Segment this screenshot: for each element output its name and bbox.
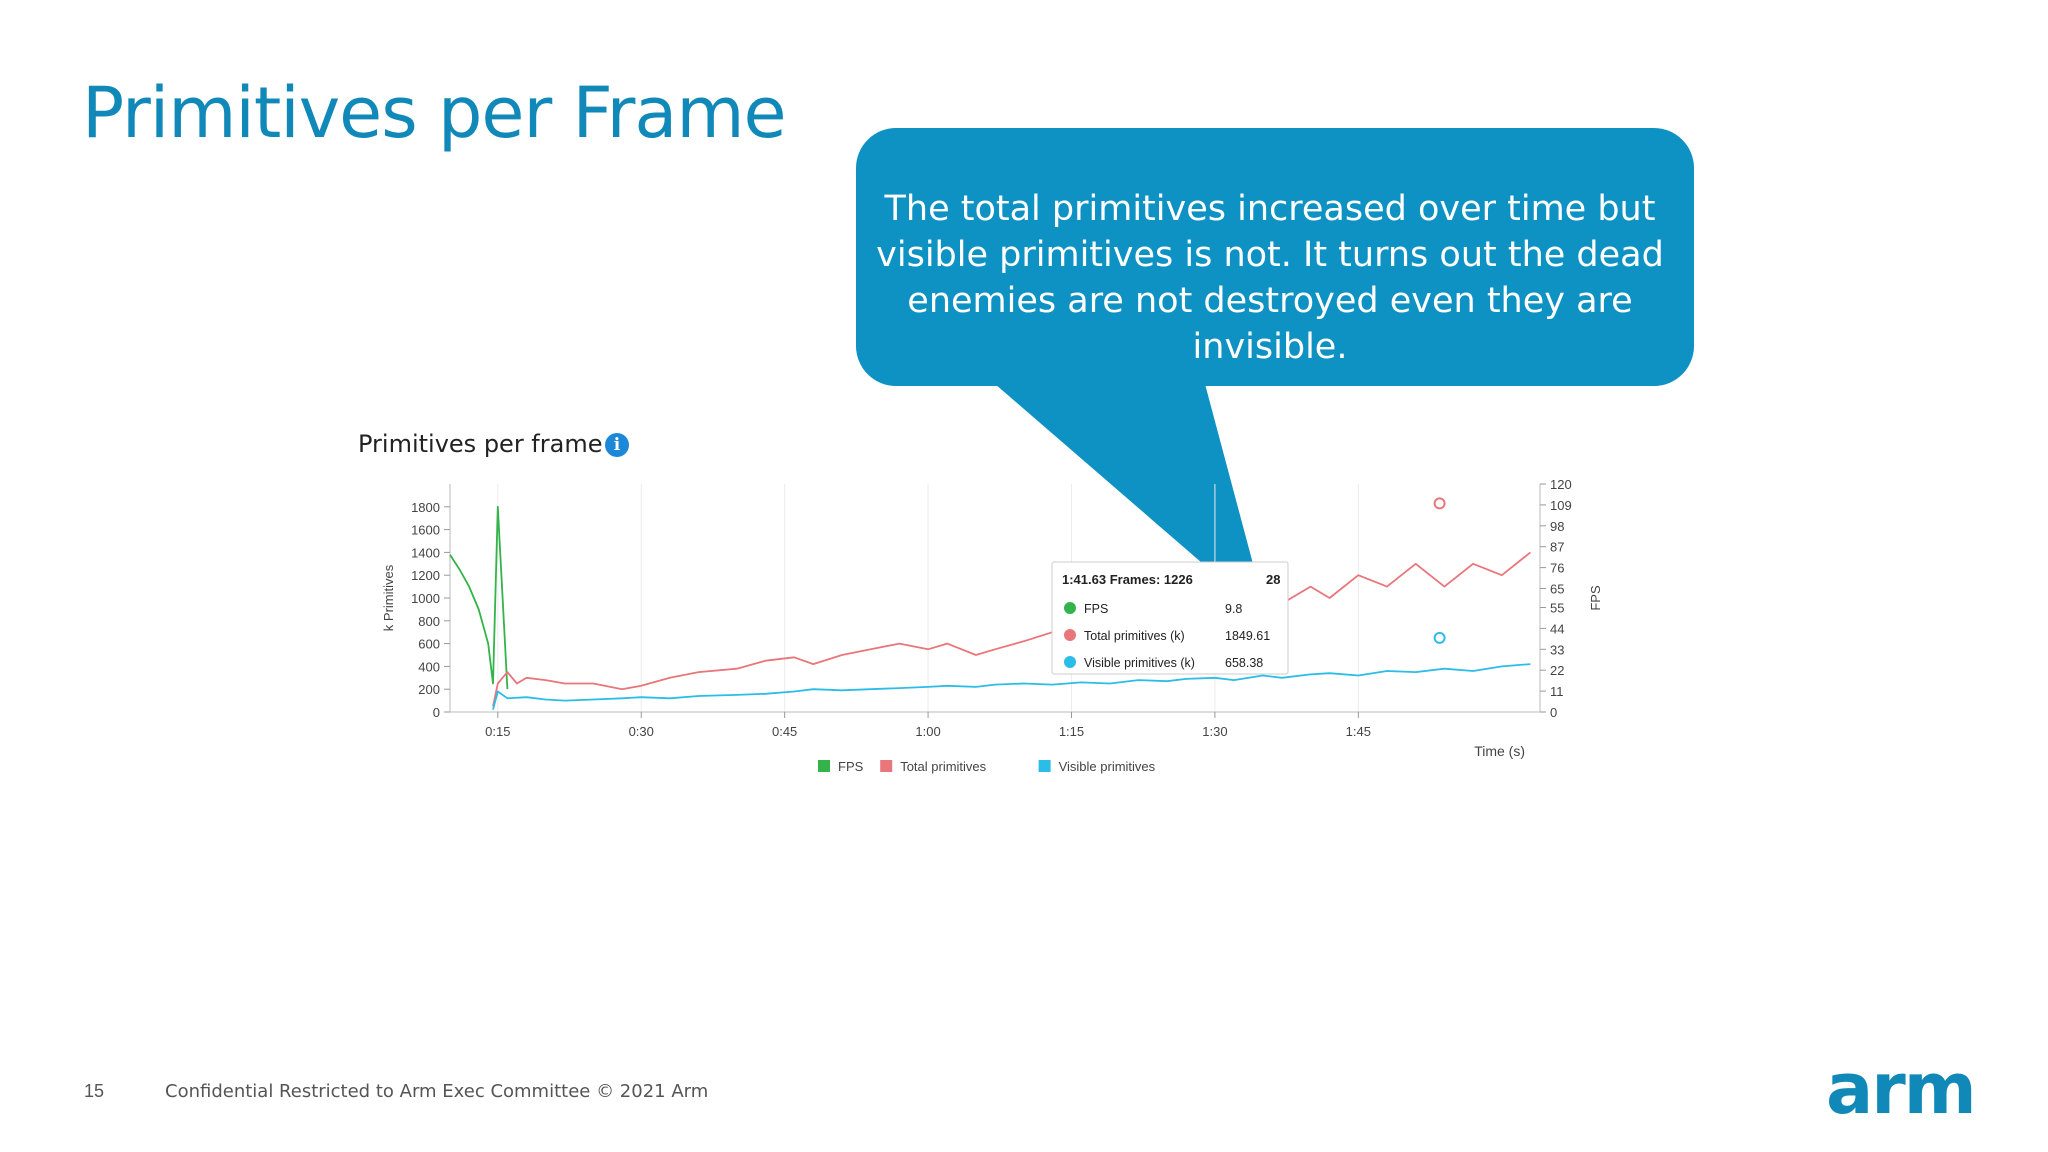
y-tick-label: 1400 bbox=[411, 545, 440, 560]
x-tick-label: 1:30 bbox=[1202, 724, 1227, 739]
tooltip-label: Visible primitives (k) bbox=[1084, 656, 1195, 670]
chart-axes: 0 200 400 600 800 1000 1200 1400 1600 1800 0 11 22 33… bbox=[381, 477, 1603, 759]
series-line-visible-primitives bbox=[492, 663, 1531, 710]
legend-swatch bbox=[1038, 760, 1051, 772]
y2-axis-label: FPS bbox=[1588, 585, 1603, 611]
tooltip-header: 1:41.63 Frames: 1226 bbox=[1062, 572, 1193, 587]
x-axis-label: Time (s) bbox=[1474, 743, 1525, 759]
chart-title: Primitives per frame bbox=[358, 430, 603, 458]
arm-logo: arm bbox=[1826, 1048, 1977, 1130]
y-tick-label: 1200 bbox=[411, 568, 440, 583]
y-axis-label: k Primitives bbox=[381, 564, 396, 631]
y-tick-label: 600 bbox=[418, 637, 440, 652]
tooltip-dot bbox=[1064, 602, 1076, 614]
y-tick-label: 400 bbox=[418, 659, 440, 674]
y2-tick-label: 76 bbox=[1550, 561, 1564, 576]
y2-tick-label: 120 bbox=[1550, 477, 1572, 492]
legend-swatch bbox=[818, 760, 830, 772]
page-number: 15 bbox=[84, 1081, 105, 1101]
tooltip-dot bbox=[1064, 629, 1076, 641]
y-tick-label: 200 bbox=[418, 682, 440, 697]
x-tick-label: 1:45 bbox=[1346, 724, 1371, 739]
x-tick-label: 1:00 bbox=[915, 724, 940, 739]
tooltip-label: Total primitives (k) bbox=[1084, 629, 1185, 643]
tooltip-value: 9.8 bbox=[1225, 602, 1242, 616]
y-tick-label: 0 bbox=[433, 705, 440, 720]
chart-legend: FPS Total primitives Visible primitives bbox=[818, 759, 1156, 774]
tooltip-header-tail: 28 bbox=[1266, 572, 1280, 587]
tooltip-label: FPS bbox=[1084, 602, 1108, 616]
tooltip-dot bbox=[1064, 656, 1076, 668]
series-line-total-primitives bbox=[492, 551, 1531, 707]
x-tick-label: 0:45 bbox=[772, 724, 797, 739]
visible-hover-marker bbox=[1433, 631, 1446, 644]
y-tick-label: 1800 bbox=[411, 500, 440, 515]
info-icon[interactable]: i bbox=[605, 433, 629, 457]
x-tick-label: 0:30 bbox=[629, 724, 654, 739]
y2-tick-label: 109 bbox=[1550, 498, 1572, 513]
legend-label: FPS bbox=[838, 759, 864, 774]
y2-tick-label: 0 bbox=[1550, 705, 1557, 720]
y2-tick-label: 22 bbox=[1550, 663, 1564, 678]
slide-title: Primitives per Frame bbox=[82, 72, 787, 154]
y2-tick-label: 55 bbox=[1550, 601, 1564, 616]
callout-text: The total primitives increased over time… bbox=[876, 189, 1664, 367]
chart-tooltip: 1:41.63 Frames: 1226 28 FPS 9.8 Total primit… bbox=[1051, 561, 1289, 675]
tooltip-box bbox=[1051, 561, 1289, 675]
y-tick-label: 1000 bbox=[411, 591, 440, 606]
footer-text: Confidential Restricted to Arm Exec Comm… bbox=[165, 1081, 709, 1102]
y2-tick-label: 33 bbox=[1550, 642, 1564, 657]
y2-tick-label: 44 bbox=[1550, 621, 1564, 636]
legend-label: Visible primitives bbox=[1059, 759, 1156, 774]
legend-label: Total primitives bbox=[900, 759, 986, 774]
y2-tick-label: 87 bbox=[1550, 540, 1564, 555]
y-tick-label: 1600 bbox=[411, 523, 440, 538]
total-hover-marker bbox=[1433, 497, 1446, 510]
tooltip-value: 1849.61 bbox=[1225, 629, 1270, 643]
y2-tick-label: 98 bbox=[1550, 519, 1564, 534]
y2-tick-label: 11 bbox=[1550, 684, 1564, 699]
x-tick-label: 1:15 bbox=[1059, 724, 1084, 739]
chart-series bbox=[449, 497, 1531, 710]
legend-swatch bbox=[880, 760, 893, 772]
y2-tick-label: 65 bbox=[1550, 582, 1564, 597]
x-tick-label: 0:15 bbox=[485, 724, 510, 739]
tooltip-value: 658.38 bbox=[1225, 656, 1263, 670]
series-line-fps bbox=[449, 505, 509, 690]
y-tick-label: 800 bbox=[418, 614, 440, 629]
